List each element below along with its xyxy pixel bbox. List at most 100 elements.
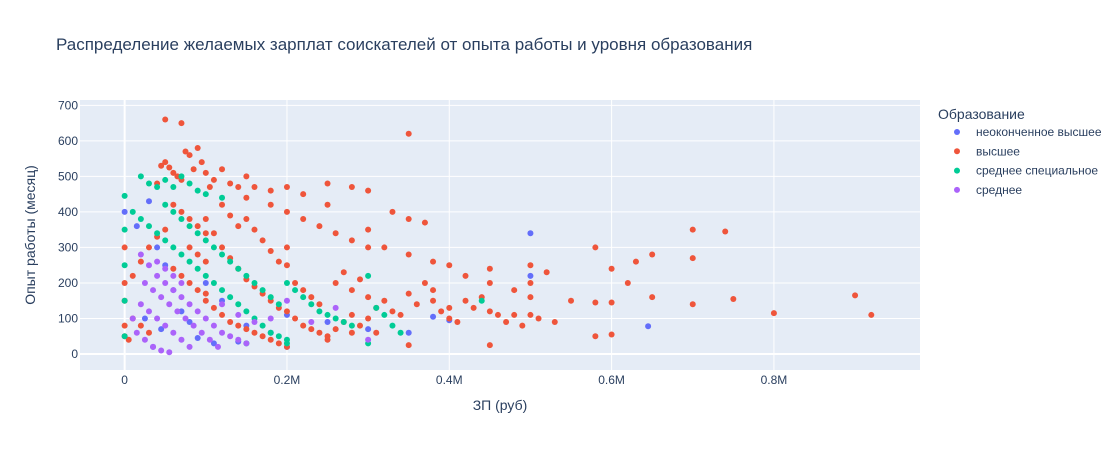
data-point[interactable] (210, 230, 217, 237)
data-point[interactable] (462, 297, 469, 304)
data-point[interactable] (324, 311, 331, 318)
data-point[interactable] (689, 255, 696, 262)
data-point[interactable] (446, 315, 453, 322)
data-point[interactable] (551, 319, 558, 326)
data-point[interactable] (632, 258, 639, 265)
data-point[interactable] (292, 315, 299, 322)
data-point[interactable] (405, 251, 412, 258)
data-point[interactable] (186, 180, 193, 187)
data-point[interactable] (137, 173, 144, 180)
data-point[interactable] (259, 322, 266, 329)
data-point[interactable] (186, 258, 193, 265)
data-point[interactable] (527, 262, 534, 269)
data-point[interactable] (121, 322, 128, 329)
data-point[interactable] (194, 287, 201, 294)
legend[interactable]: Образование неоконченное высшее высшее сре… (938, 106, 1102, 197)
data-point[interactable] (227, 333, 234, 340)
data-point[interactable] (645, 323, 652, 330)
data-point[interactable] (283, 308, 290, 315)
data-point[interactable] (186, 216, 193, 223)
data-point[interactable] (141, 279, 148, 286)
data-point[interactable] (608, 299, 615, 306)
data-point[interactable] (405, 130, 412, 137)
data-point[interactable] (316, 308, 323, 315)
data-point[interactable] (235, 265, 242, 272)
data-point[interactable] (292, 279, 299, 286)
data-point[interactable] (568, 297, 575, 304)
data-point[interactable] (162, 237, 169, 244)
data-point[interactable] (154, 272, 161, 279)
data-point[interactable] (259, 333, 266, 340)
data-point[interactable] (145, 244, 152, 251)
data-point[interactable] (235, 322, 242, 329)
data-point[interactable] (324, 180, 331, 187)
data-point[interactable] (251, 184, 258, 191)
data-point[interactable] (121, 208, 128, 215)
data-point[interactable] (219, 287, 226, 294)
data-point[interactable] (527, 230, 534, 237)
data-point[interactable] (251, 226, 258, 233)
data-point[interactable] (219, 166, 226, 173)
data-point[interactable] (446, 304, 453, 311)
data-point[interactable] (381, 297, 388, 304)
data-point[interactable] (170, 184, 177, 191)
data-point[interactable] (186, 152, 193, 159)
data-point[interactable] (438, 308, 445, 315)
data-point[interactable] (251, 329, 258, 336)
data-point[interactable] (348, 322, 355, 329)
data-point[interactable] (158, 162, 165, 169)
data-point[interactable] (243, 340, 250, 347)
legend-item[interactable]: среднее специальное (954, 164, 1098, 178)
data-point[interactable] (194, 230, 201, 237)
data-point[interactable] (365, 336, 372, 343)
data-point[interactable] (198, 159, 205, 166)
data-point[interactable] (486, 308, 493, 315)
data-point[interactable] (145, 223, 152, 230)
data-point[interactable] (340, 269, 347, 276)
data-point[interactable] (170, 329, 177, 336)
data-point[interactable] (178, 173, 185, 180)
data-point[interactable] (868, 311, 875, 318)
data-point[interactable] (202, 169, 209, 176)
data-point[interactable] (486, 265, 493, 272)
data-point[interactable] (162, 116, 169, 123)
data-point[interactable] (348, 329, 355, 336)
data-point[interactable] (430, 258, 437, 265)
data-point[interactable] (283, 262, 290, 269)
data-point[interactable] (186, 223, 193, 230)
data-point[interactable] (243, 173, 250, 180)
data-point[interactable] (243, 272, 250, 279)
data-point[interactable] (470, 304, 477, 311)
data-point[interactable] (162, 201, 169, 208)
data-point[interactable] (210, 322, 217, 329)
data-point[interactable] (373, 304, 380, 311)
data-point[interactable] (129, 272, 136, 279)
data-point[interactable] (186, 301, 193, 308)
legend-item[interactable]: высшее (954, 144, 1020, 158)
data-point[interactable] (125, 336, 132, 343)
data-point[interactable] (235, 336, 242, 343)
data-point[interactable] (722, 228, 729, 235)
data-point[interactable] (340, 319, 347, 326)
data-point[interactable] (227, 180, 234, 187)
data-point[interactable] (182, 148, 189, 155)
data-point[interactable] (158, 294, 165, 301)
data-point[interactable] (145, 198, 152, 205)
data-point[interactable] (210, 340, 217, 347)
data-point[interactable] (243, 216, 250, 223)
data-point[interactable] (332, 315, 339, 322)
data-point[interactable] (162, 322, 169, 329)
data-point[interactable] (194, 223, 201, 230)
data-point[interactable] (121, 279, 128, 286)
data-point[interactable] (608, 331, 615, 338)
data-point[interactable] (137, 251, 144, 258)
data-point[interactable] (478, 297, 485, 304)
data-point[interactable] (121, 262, 128, 269)
data-point[interactable] (202, 272, 209, 279)
data-point[interactable] (190, 322, 197, 329)
data-point[interactable] (251, 279, 258, 286)
data-point[interactable] (527, 279, 534, 286)
data-point[interactable] (494, 311, 501, 318)
data-point[interactable] (413, 301, 420, 308)
data-point[interactable] (397, 311, 404, 318)
